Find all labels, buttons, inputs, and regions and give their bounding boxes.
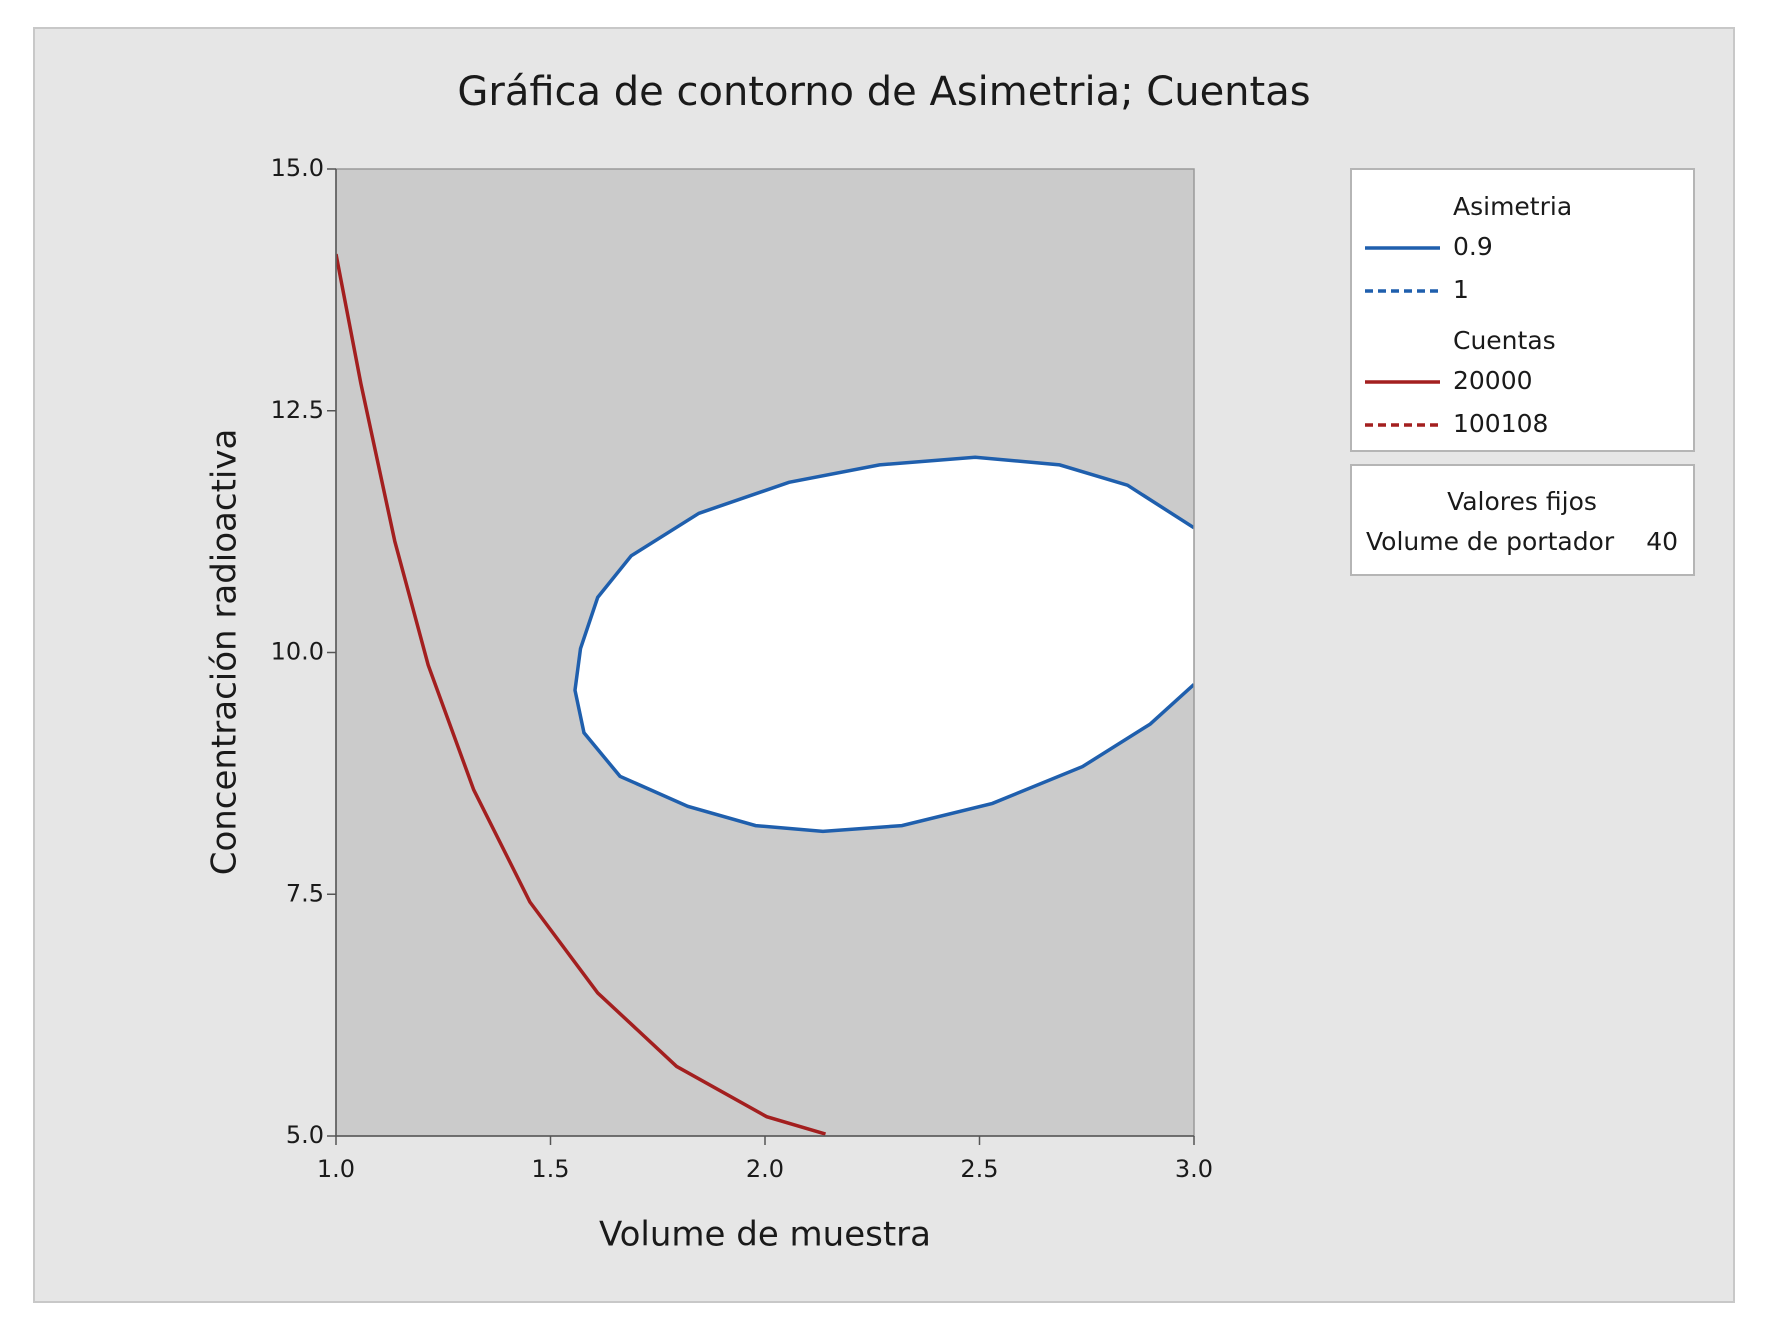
fixed-value: 40 <box>1646 527 1678 556</box>
legend-group-title: Cuentas <box>1453 326 1556 355</box>
y-tick-label: 7.5 <box>286 879 324 907</box>
x-tick-label: 2.5 <box>960 1155 998 1183</box>
legend-box <box>1350 168 1695 452</box>
chart-title: Gráfica de contorno de Asimetria; Cuenta… <box>457 69 1310 115</box>
legend-label: 100108 <box>1453 409 1548 438</box>
x-tick-label: 1.0 <box>317 1155 355 1183</box>
y-axis-label: Concentración radioactiva <box>205 429 245 876</box>
x-tick-label: 2.0 <box>746 1155 784 1183</box>
y-tick-label: 10.0 <box>271 638 324 666</box>
y-tick-label: 15.0 <box>271 154 324 182</box>
contour-line <box>573 455 1194 834</box>
contour-line <box>336 253 826 1136</box>
legend-group-title: Asimetria <box>1453 192 1572 221</box>
y-tick-label: 5.0 <box>286 1121 324 1149</box>
legend-label: 1 <box>1453 275 1469 304</box>
feasible-region <box>575 457 1194 832</box>
legend-label: 20000 <box>1453 366 1533 395</box>
x-tick-label: 3.0 <box>1175 1155 1213 1183</box>
x-tick-label: 1.5 <box>531 1155 569 1183</box>
x-axis-label: Volume de muestra <box>599 1215 931 1255</box>
y-tick-label: 12.5 <box>271 396 324 424</box>
fixed-values-box <box>1350 464 1695 576</box>
fixed-values-title: Valores fijos <box>1447 487 1597 516</box>
legend-label: 0.9 <box>1453 232 1493 261</box>
fixed-value-name: Volume de portador <box>1366 527 1615 556</box>
